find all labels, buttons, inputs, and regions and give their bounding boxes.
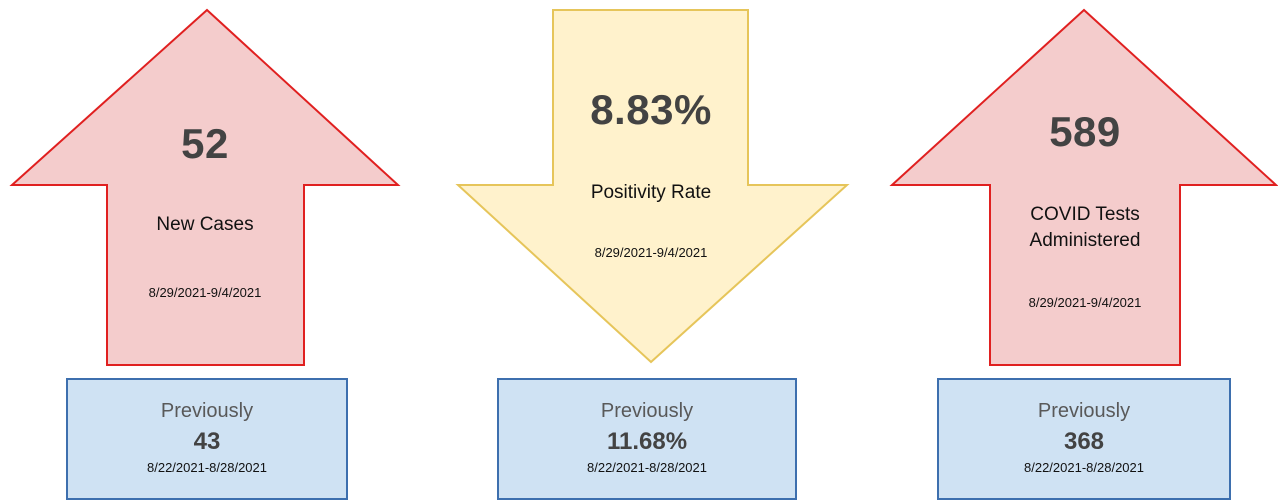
previous-value: 11.68% [606,428,688,455]
positivity-rate-value: 8.83% [590,86,712,133]
up-arrow-new-cases [9,8,401,366]
previous-dates: 8/22/2021-8/28/2021 [587,460,707,475]
previous-value: 368 [1063,428,1105,455]
positivity-rate-dates: 8/29/2021-9/4/2021 [594,245,708,260]
new-cases-label: New Cases [156,214,254,235]
previous-dates: 8/22/2021-8/28/2021 [147,460,267,475]
previous-box-new-cases: Previously 43 8/22/2021-8/28/2021 [66,378,348,500]
new-cases-dates: 8/29/2021-9/4/2021 [148,285,262,300]
previous-dates: 8/22/2021-8/28/2021 [1024,460,1144,475]
positivity-rate-label: Positivity Rate [590,182,712,203]
covid-tests-label: COVID Tests Administered [1029,204,1141,251]
new-cases-value: 52 [181,120,229,167]
previous-label: Previously [600,400,694,422]
covid-tests-value: 589 [1049,108,1121,155]
previous-value: 43 [193,428,221,455]
down-arrow-positivity-rate [455,9,850,364]
previous-label: Previously [1037,400,1131,422]
covid-tests-dates: 8/29/2021-9/4/2021 [1028,295,1142,310]
previous-box-positivity-rate: Previously 11.68% 8/22/2021-8/28/2021 [497,378,797,500]
previous-label: Previously [160,400,254,422]
up-arrow-covid-tests [889,8,1278,366]
previous-box-covid-tests: Previously 368 8/22/2021-8/28/2021 [937,378,1231,500]
